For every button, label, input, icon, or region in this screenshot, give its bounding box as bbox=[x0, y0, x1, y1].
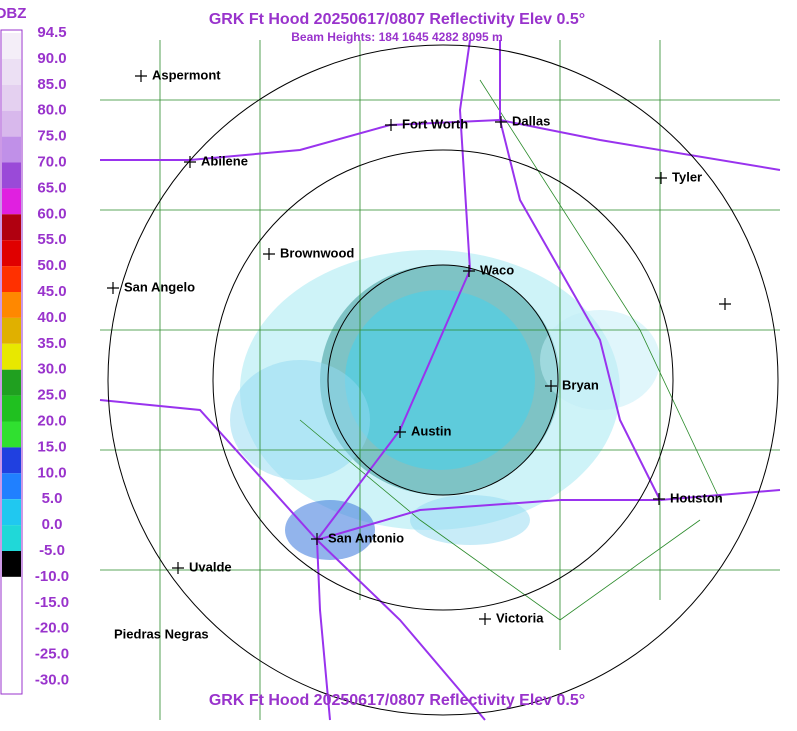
title: GRK Ft Hood 20250617/0807 Reflectivity E… bbox=[209, 11, 585, 28]
city-marker bbox=[463, 265, 475, 277]
city-label: Waco bbox=[480, 262, 514, 277]
legend-label: 60.0 bbox=[37, 205, 66, 222]
legend-swatch bbox=[2, 602, 21, 629]
legend-label: 20.0 bbox=[37, 412, 66, 429]
city-label: Fort Worth bbox=[402, 116, 468, 131]
legend-swatch bbox=[2, 369, 21, 396]
legend-swatch bbox=[2, 628, 21, 655]
legend-swatch bbox=[2, 214, 21, 241]
legend-swatch bbox=[2, 395, 21, 422]
legend-swatch bbox=[2, 447, 21, 474]
city-label: Abilene bbox=[201, 153, 248, 168]
legend-label: 45.0 bbox=[37, 283, 66, 300]
legend-swatch bbox=[2, 551, 21, 577]
city-marker bbox=[135, 70, 147, 82]
color-legend: DBZ 94.5 90.0 85.0 80.0 75.0 70.0 65.0 60.0 55.0… bbox=[0, 5, 69, 695]
legend-swatch bbox=[2, 317, 21, 344]
legend-title: DBZ bbox=[0, 5, 26, 22]
legend-swatch bbox=[2, 654, 21, 681]
legend-label: -15.0 bbox=[35, 594, 69, 611]
city-marker bbox=[385, 119, 397, 131]
legend-swatch bbox=[2, 162, 21, 189]
legend-label: -20.0 bbox=[35, 620, 69, 637]
city-marker bbox=[653, 493, 665, 505]
legend-label: 90.0 bbox=[37, 50, 66, 67]
city-marker bbox=[263, 248, 275, 260]
legend-swatch bbox=[2, 84, 21, 111]
city-marker bbox=[719, 298, 731, 310]
city-label: Piedras Negras bbox=[114, 626, 209, 641]
legend-swatch bbox=[2, 576, 21, 603]
city-label: Uvalde bbox=[189, 559, 232, 574]
legend-label: 80.0 bbox=[37, 102, 66, 119]
city-layer: Aspermont Abilene Fort Worth Dallas Tyler Bro… bbox=[107, 67, 731, 641]
legend-label: -30.0 bbox=[35, 671, 69, 688]
city-marker bbox=[184, 156, 196, 168]
city-label: San Angelo bbox=[124, 279, 195, 294]
legend-label: 25.0 bbox=[37, 387, 66, 404]
legend-label: 94.5 bbox=[37, 24, 66, 41]
city-label: Victoria bbox=[496, 610, 544, 625]
city-marker bbox=[655, 172, 667, 184]
legend-swatch bbox=[2, 33, 21, 59]
legend-label: -25.0 bbox=[35, 646, 69, 663]
legend-swatch bbox=[2, 188, 21, 215]
city-marker bbox=[545, 380, 557, 392]
range-rings bbox=[107, 44, 779, 716]
legend-label: -5.0 bbox=[39, 542, 65, 559]
legend-swatch bbox=[2, 266, 21, 292]
legend-label: 65.0 bbox=[37, 179, 66, 196]
echo bbox=[540, 310, 660, 410]
city-marker bbox=[495, 116, 507, 128]
legend-label: 10.0 bbox=[37, 464, 66, 481]
city-label: Houston bbox=[670, 490, 723, 505]
city-label: Austin bbox=[411, 423, 452, 438]
legend-swatch bbox=[2, 136, 21, 163]
legend-swatch bbox=[2, 240, 21, 267]
legend-label: 5.0 bbox=[42, 490, 63, 507]
legend-label: -10.0 bbox=[35, 568, 69, 585]
legend-label: 40.0 bbox=[37, 309, 66, 326]
legend-label: 70.0 bbox=[37, 153, 66, 170]
subtitle: Beam Heights: 184 1645 4282 8095 m bbox=[291, 30, 502, 44]
legend-swatch bbox=[2, 499, 21, 526]
legend-swatch bbox=[2, 58, 21, 85]
city-label: Brownwood bbox=[280, 245, 354, 260]
legend-swatch bbox=[2, 473, 21, 500]
legend-swatch bbox=[2, 421, 21, 448]
legend-label: 0.0 bbox=[42, 516, 63, 533]
city-label: Dallas bbox=[512, 113, 550, 128]
legend-label: 35.0 bbox=[37, 335, 66, 352]
legend-swatch bbox=[2, 343, 21, 370]
legend-label: 15.0 bbox=[37, 438, 66, 455]
city-label: Aspermont bbox=[152, 67, 221, 82]
legend-label: 55.0 bbox=[37, 231, 66, 248]
legend-swatch bbox=[2, 110, 21, 137]
echo bbox=[285, 500, 375, 560]
city-marker bbox=[479, 613, 491, 625]
legend-swatch bbox=[2, 292, 21, 318]
city-label: Tyler bbox=[672, 169, 702, 184]
city-marker bbox=[394, 426, 406, 438]
echo bbox=[345, 290, 535, 470]
legend-frame bbox=[0, 29, 23, 695]
legend-label: 50.0 bbox=[37, 257, 66, 274]
legend-label: 85.0 bbox=[37, 76, 66, 93]
legend-swatch bbox=[2, 525, 21, 551]
legend-label: 75.0 bbox=[37, 128, 66, 145]
city-label: San Antonio bbox=[328, 530, 404, 545]
city-marker bbox=[107, 282, 119, 294]
county-lines bbox=[100, 40, 780, 720]
city-label: Bryan bbox=[562, 377, 599, 392]
echo bbox=[410, 495, 530, 545]
city-marker bbox=[172, 562, 184, 574]
legend-label: 30.0 bbox=[37, 361, 66, 378]
footer-title: GRK Ft Hood 20250617/0807 Reflectivity E… bbox=[209, 692, 585, 709]
city-marker bbox=[311, 533, 323, 545]
